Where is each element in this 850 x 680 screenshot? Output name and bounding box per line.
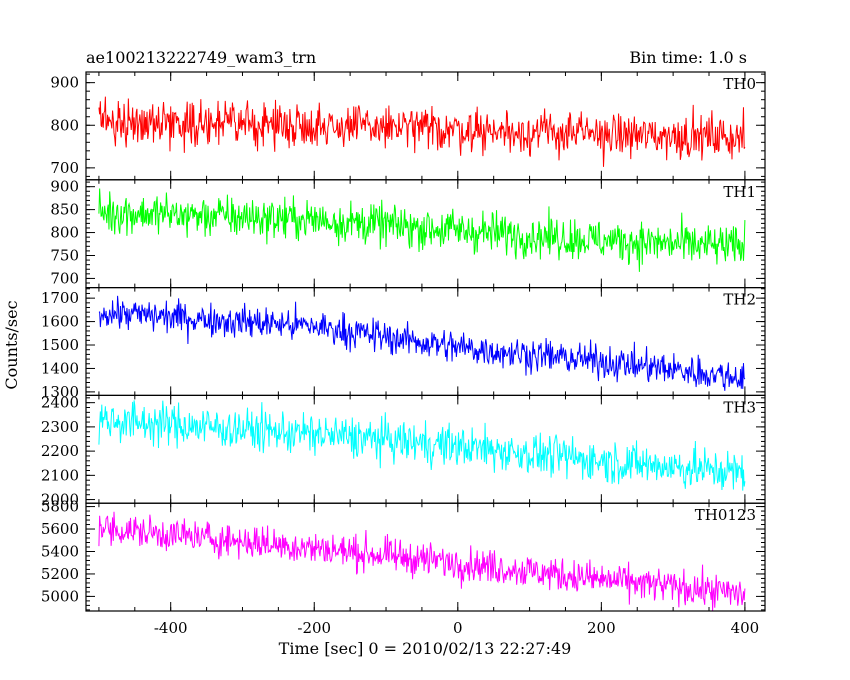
series-th1 — [98, 188, 746, 272]
panel-stack: 700 800 900 TH0 700 750 800 850 900 TH1 1300 1400 15… — [41, 71, 766, 637]
series-th0123 — [98, 511, 746, 612]
panel-label: TH0123 — [695, 506, 756, 524]
x-tick-label: -200 — [297, 619, 331, 637]
y-tick-label: 700 — [50, 269, 79, 287]
y-tick-label: 900 — [50, 74, 79, 92]
panel-frame — [85, 502, 766, 612]
y-tick-label: 2100 — [41, 466, 79, 484]
y-tick-label: 850 — [50, 201, 79, 219]
panel-th0123: 5000 5200 5400 5600 5800 TH0123 — [41, 498, 766, 612]
panel-th1: 700 750 800 850 900 TH1 — [50, 178, 766, 289]
y-tick-label: 2400 — [41, 394, 79, 412]
y-tick-label: 2300 — [41, 418, 79, 436]
y-tick-label: 1600 — [41, 313, 79, 331]
x-tick-label: 400 — [731, 619, 760, 637]
x-axis-label: Time [sec] 0 = 2010/02/13 22:27:49 — [279, 639, 572, 658]
y-tick-label: 2000 — [41, 491, 79, 509]
bin-time-label: Bin time: 1.0 s — [629, 48, 747, 67]
y-tick-label: 900 — [50, 178, 79, 196]
panel-label: TH0 — [723, 75, 756, 93]
series-th0 — [98, 96, 746, 167]
plot-title: ae100213222749_wam3_trn — [86, 48, 316, 67]
y-tick-label: 5400 — [41, 542, 79, 560]
y-tick-label: 700 — [50, 159, 79, 177]
y-tick-label: 1500 — [41, 336, 79, 354]
panel-th2: 1300 1400 1500 1600 1700 TH2 — [41, 287, 766, 401]
y-tick-label: 5000 — [41, 587, 79, 605]
panel-label: TH3 — [723, 398, 756, 416]
y-tick-label: 1300 — [41, 383, 79, 401]
panel-label: TH2 — [723, 291, 756, 309]
y-tick-label: 1400 — [41, 359, 79, 377]
y-tick-label: 800 — [50, 224, 79, 242]
series-th3 — [98, 400, 746, 491]
y-tick-label: 5200 — [41, 565, 79, 583]
y-axis-label: Counts/sec — [2, 300, 21, 389]
series-th2 — [98, 295, 746, 391]
y-tick-label: 5600 — [41, 520, 79, 538]
x-tick-label: 200 — [587, 619, 616, 637]
y-tick-label: 1700 — [41, 289, 79, 307]
y-tick-label: 800 — [50, 116, 79, 134]
y-tick-label: 750 — [50, 246, 79, 264]
y-tick-label: 2200 — [41, 442, 79, 460]
x-tick-label: 0 — [453, 619, 463, 637]
x-tick-label: -400 — [154, 619, 188, 637]
panel-label: TH1 — [723, 183, 756, 201]
y-tick-label: 5800 — [41, 498, 79, 516]
